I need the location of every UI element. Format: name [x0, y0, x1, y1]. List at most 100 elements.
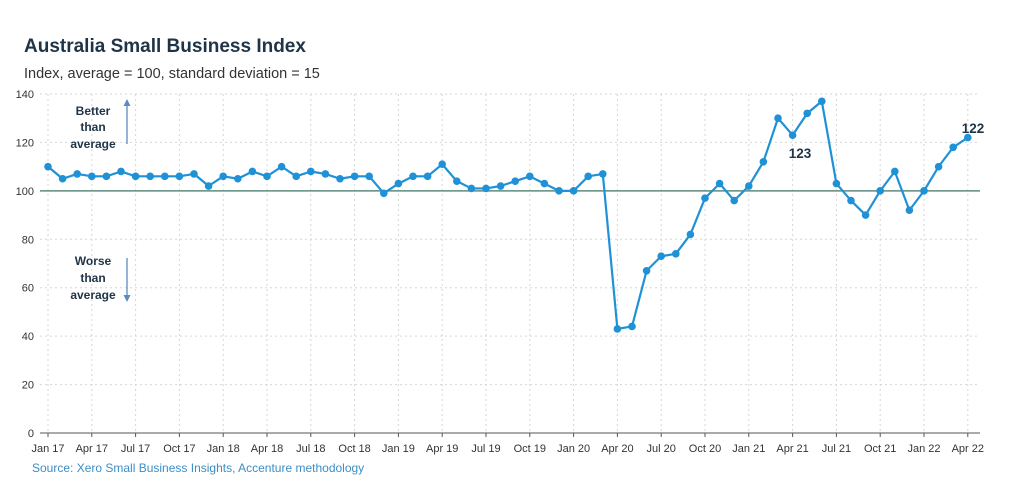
x-axis-ticks: Jan 17 Apr 17 Jul 17 Oct 17 Jan 18 Apr 18 Jul … [31, 433, 984, 455]
better-than-average-annotation: Better than average [70, 99, 131, 151]
worse-line-1: Worse [75, 254, 112, 268]
data-point [774, 114, 782, 123]
worse-line-2: than [80, 271, 105, 285]
data-point [891, 167, 899, 176]
data-point [409, 172, 417, 181]
y-axis-ticks: 0 20 40 60 80 100 120 140 [16, 89, 34, 440]
y-tick-label: 100 [16, 186, 34, 198]
y-tick-label: 80 [22, 234, 34, 246]
worse-line-3: average [70, 288, 116, 302]
x-tick-label: Jan 19 [382, 443, 415, 455]
data-point [949, 143, 957, 152]
data-point [613, 325, 622, 333]
series-points [44, 97, 972, 333]
x-tick-label: Jan 17 [31, 443, 64, 455]
better-line-2: than [80, 120, 105, 134]
data-point [234, 174, 242, 183]
x-tick-label: Jul 21 [822, 443, 851, 455]
data-point [832, 179, 841, 188]
data-point [657, 252, 665, 261]
data-point [569, 187, 578, 195]
data-point [686, 230, 695, 239]
data-label-apr-21: 123 [789, 146, 812, 161]
data-point [861, 211, 870, 219]
data-point [204, 182, 213, 190]
x-tick-label: Oct 18 [338, 443, 370, 455]
data-point [44, 162, 52, 171]
chart-title: Australia Small Business Index [24, 36, 306, 57]
x-tick-label: Oct 19 [514, 443, 546, 455]
data-point [905, 206, 914, 215]
x-tick-label: Jan 18 [207, 443, 240, 455]
better-line-1: Better [76, 104, 111, 118]
data-point [161, 172, 169, 181]
x-tick-label: Apr 20 [601, 443, 633, 455]
data-point [248, 167, 257, 176]
series-line [47, 100, 969, 330]
data-point [584, 172, 592, 181]
data-point [876, 187, 884, 195]
data-point [307, 167, 315, 176]
data-point [453, 177, 461, 185]
y-tick-label: 120 [16, 137, 34, 149]
data-point [58, 174, 67, 183]
x-tick-label: Oct 20 [689, 443, 721, 455]
data-point [175, 172, 184, 181]
data-point [365, 172, 374, 181]
data-point [628, 322, 636, 331]
data-point [131, 172, 140, 181]
data-point [350, 172, 359, 181]
data-point [540, 179, 549, 188]
data-point [292, 172, 301, 181]
up-arrow-head-icon [123, 99, 131, 106]
better-line-3: average [70, 137, 116, 151]
x-tick-label: Apr 18 [251, 443, 283, 455]
x-tick-label: Apr 19 [426, 443, 458, 455]
y-tick-label: 60 [22, 283, 34, 295]
worse-than-average-annotation: Worse than average [70, 254, 131, 302]
data-point [394, 179, 403, 188]
x-tick-label: Apr 21 [776, 443, 808, 455]
data-point [847, 196, 855, 205]
x-tick-label: Oct 21 [864, 443, 896, 455]
x-tick-label: Apr 22 [952, 443, 984, 455]
grid-lines [40, 93, 980, 434]
data-point [803, 109, 811, 118]
down-arrow-head-icon [123, 295, 131, 302]
data-point [438, 160, 447, 169]
data-point [467, 184, 476, 193]
data-point [642, 266, 651, 275]
source-note: Source: Xero Small Business Insights, Ac… [32, 461, 365, 475]
x-tick-label: Jul 19 [471, 443, 500, 455]
data-point [599, 170, 607, 178]
x-tick-label: Jul 17 [121, 443, 150, 455]
y-tick-label: 0 [28, 428, 34, 440]
data-point [88, 172, 96, 181]
y-tick-label: 140 [16, 89, 34, 101]
x-tick-label: Jul 20 [647, 443, 676, 455]
y-tick-label: 40 [22, 331, 34, 343]
x-tick-label: Jan 21 [732, 443, 765, 455]
data-point [920, 187, 928, 195]
data-point [715, 179, 724, 188]
data-point [277, 162, 286, 171]
data-label-apr-22: 122 [962, 121, 985, 136]
data-point [934, 162, 943, 171]
data-point [190, 170, 198, 178]
x-tick-label: Apr 17 [76, 443, 108, 455]
data-point [117, 167, 125, 176]
data-point [380, 189, 388, 198]
data-point [672, 250, 680, 258]
x-tick-label: Jan 20 [557, 443, 590, 455]
data-point [701, 194, 709, 202]
data-point [788, 131, 797, 139]
data-point [146, 172, 154, 181]
data-point [263, 172, 271, 181]
chart-subtitle: Index, average = 100, standard deviation… [24, 66, 320, 82]
data-point [336, 174, 344, 183]
data-point [482, 184, 490, 193]
data-point [730, 196, 738, 205]
data-point [818, 97, 826, 106]
data-point [555, 187, 563, 195]
data-point [321, 170, 330, 178]
